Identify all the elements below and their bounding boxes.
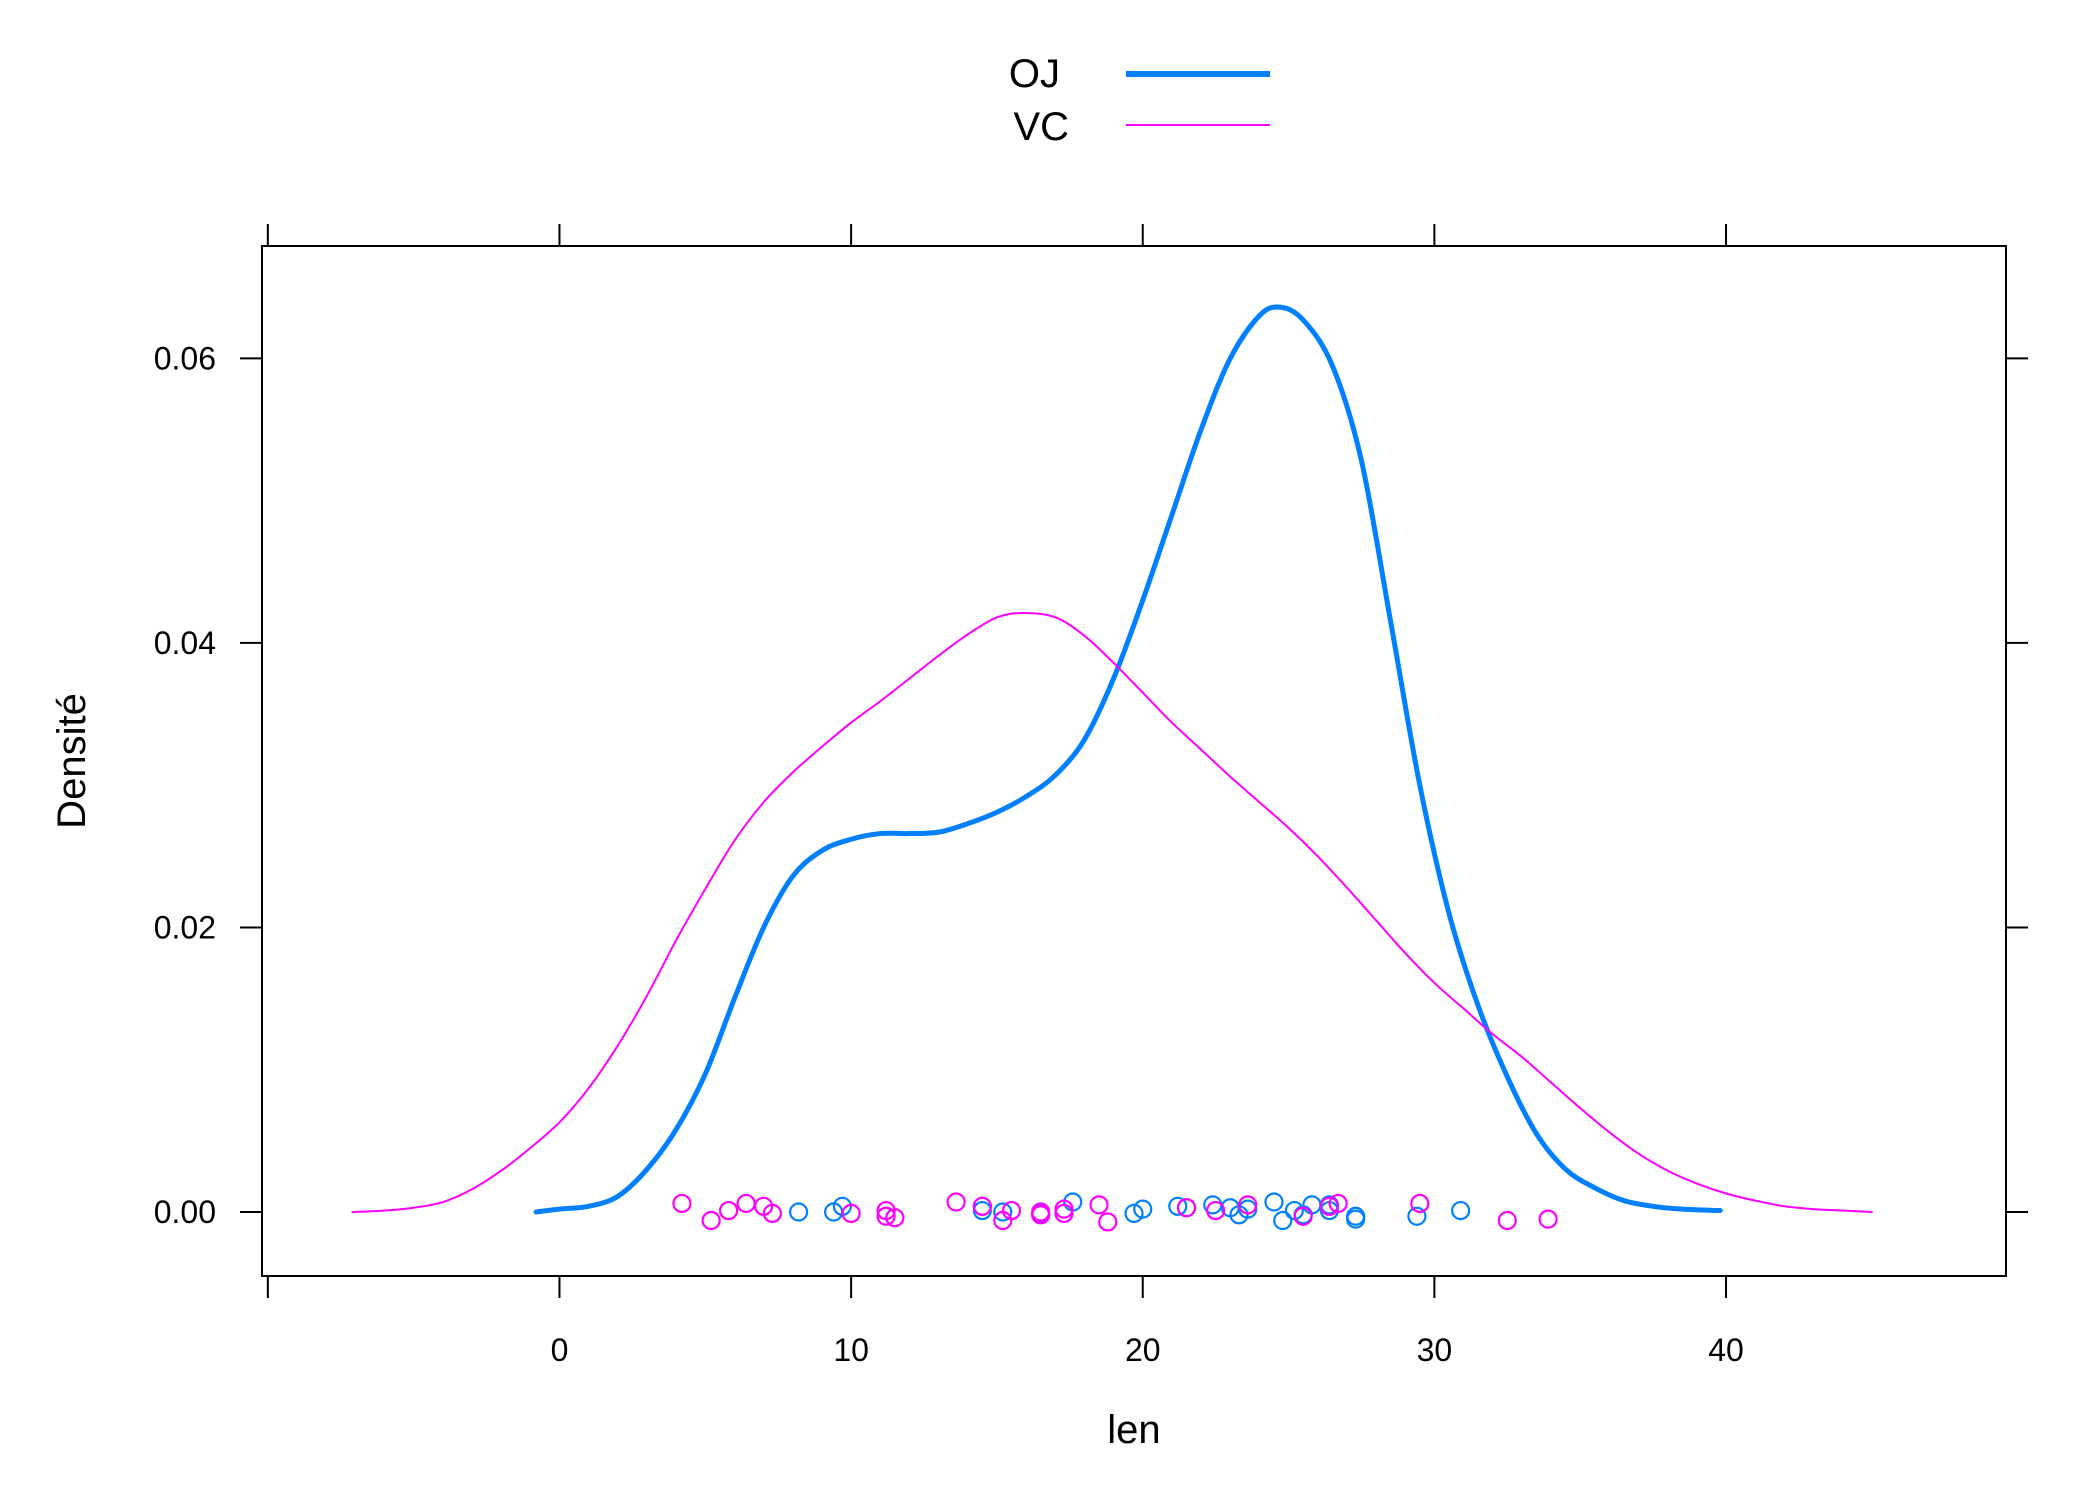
rug-point-vc (719, 1200, 739, 1221)
rug-point-oj (1133, 1199, 1153, 1219)
density-line-oj (533, 304, 1723, 1215)
rug-point-vc (1001, 1200, 1022, 1221)
rug-point-vc (1538, 1209, 1558, 1229)
density-curves (351, 304, 1873, 1215)
legend-label-oj: OJ (1009, 52, 1060, 96)
rug-point-vc (1238, 1195, 1258, 1215)
rug-point-vc (1319, 1196, 1339, 1216)
y-axis-title: Densité (50, 693, 94, 829)
plot-frame (261, 245, 2007, 1277)
rug-point-oj (1168, 1196, 1188, 1216)
rug-point-vc (1098, 1212, 1118, 1232)
rug-point-vc (876, 1206, 896, 1226)
rug-point-oj (1346, 1209, 1366, 1229)
x-tick-label: 10 (833, 1332, 869, 1368)
rug-point-oj (1124, 1203, 1144, 1224)
rug-point-vc (1054, 1203, 1074, 1224)
axis-tick-labels: 0 10 20 30 40 0.00 0.02 0.04 0.06 (154, 340, 1744, 1368)
x-axis-title: len (1107, 1408, 1160, 1452)
legend: OJ VC (1009, 52, 1270, 149)
rug-points (672, 1192, 1558, 1232)
rug-point-vc (1328, 1193, 1348, 1214)
x-tick-label: 30 (1417, 1332, 1453, 1368)
rug-point-vc (885, 1208, 905, 1228)
rug-point-vc (841, 1203, 861, 1224)
rug-point-oj (993, 1202, 1013, 1222)
x-tick-label: 0 (551, 1332, 569, 1368)
x-tick-label: 20 (1125, 1332, 1161, 1368)
rug-point-vc (1176, 1198, 1197, 1218)
y-tick-label: 0.06 (154, 340, 216, 376)
rug-point-vc (1497, 1210, 1517, 1231)
rug-point-vc (972, 1196, 992, 1216)
x-tick-label: 40 (1708, 1332, 1744, 1368)
rug-point-vc (1089, 1195, 1109, 1215)
rug-point-oj (789, 1202, 809, 1222)
rug-point-vc (1293, 1206, 1313, 1226)
rug-point-vc (1410, 1193, 1430, 1214)
rug-point-vc (701, 1210, 721, 1231)
axis-ticks (240, 224, 2028, 1298)
y-tick-label: 0.04 (154, 625, 216, 661)
rug-point-oj (1273, 1210, 1293, 1231)
rug-point-vc (1206, 1200, 1226, 1221)
rug-point-oj (1264, 1192, 1284, 1212)
rug-point-vc (672, 1193, 692, 1214)
rug-point-vc (1031, 1202, 1051, 1222)
rug-point-vc (946, 1192, 966, 1212)
y-tick-label: 0.02 (154, 909, 216, 945)
legend-label-vc: VC (1013, 105, 1069, 149)
y-tick-label: 0.00 (154, 1194, 216, 1230)
rug-point-oj (1407, 1206, 1427, 1226)
density-line-vc (351, 612, 1873, 1213)
rug-point-vc (762, 1203, 782, 1224)
rug-point-oj (1451, 1200, 1471, 1221)
